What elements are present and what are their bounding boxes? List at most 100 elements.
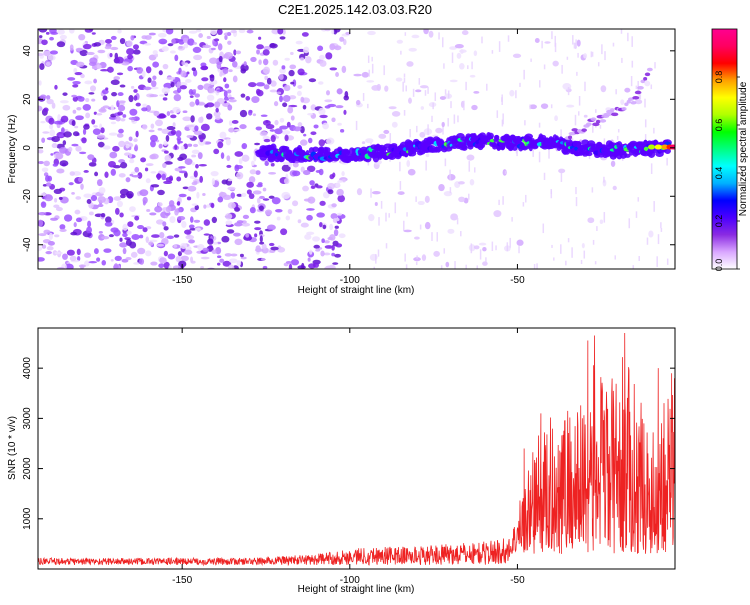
heatmap-noise-cell — [180, 145, 185, 151]
heatmap-noise-cell — [88, 211, 94, 216]
heatmap-noise-cell — [49, 129, 56, 137]
heatmap-noise-cell — [361, 71, 370, 78]
heatmap-noise-cell — [460, 49, 464, 54]
heatmap-noise-cell — [221, 235, 230, 243]
heatmap-noise-cell — [113, 263, 119, 269]
heatmap-noise-cell — [217, 141, 224, 149]
heatmap-streak-cell — [603, 212, 606, 223]
heatmap-noise-cell — [254, 227, 262, 231]
heatmap-noise-cell — [367, 30, 376, 36]
heatmap-noise-cell — [331, 117, 336, 123]
heatmap-noise-cell — [85, 97, 90, 103]
heatmap-noise-cell — [340, 129, 345, 133]
heatmap-noise-cell — [149, 94, 159, 98]
heatmap-noise-cell — [447, 228, 455, 234]
heatmap-noise-cell — [461, 30, 469, 36]
heatmap-noise-cell — [61, 127, 65, 134]
heatmap-noise-cell — [413, 236, 420, 240]
heatmap-noise-cell — [222, 260, 232, 267]
heatmap-noise-cell — [88, 260, 98, 264]
heatmap-noise-cell — [80, 73, 85, 79]
heatmap-streak-cell — [550, 104, 553, 109]
heatmap-streak-cell — [378, 217, 380, 226]
heatmap-noise-cell — [150, 134, 158, 142]
heatmap-noise-cell — [224, 83, 230, 89]
heatmap-noise-cell — [46, 95, 51, 101]
heatmap-noise-cell — [110, 104, 115, 111]
heatmap-noise-cell — [256, 184, 263, 188]
heatmap-noise-cell — [114, 255, 122, 262]
heatmap-streak-cell — [400, 50, 402, 55]
heatmap-noise-cell — [217, 43, 223, 51]
heatmap-noise-cell — [319, 114, 328, 119]
heatmap-noise-cell — [445, 261, 450, 268]
heatmap-noise-cell — [150, 140, 156, 148]
heatmap-noise-cell — [84, 252, 92, 258]
heatmap-noise-cell — [122, 232, 128, 238]
heatmap-streak-cell — [631, 36, 633, 47]
colorbar: 0.0 0.2 0.4 0.6 0.8 Normalized spectral ampl… — [711, 28, 749, 272]
heatmap-noise-cell — [296, 90, 302, 96]
heatmap-noise-cell — [228, 258, 238, 264]
heatmap-streak-cell — [638, 256, 640, 262]
heatmap-noise-cell — [249, 169, 257, 175]
heatmap-noise-cell — [191, 67, 196, 71]
heatmap-noise-cell — [109, 53, 113, 58]
heatmap-streak-cell — [485, 257, 487, 263]
heatmap-noise-cell — [183, 249, 193, 255]
heatmap-streak-cell — [603, 138, 606, 148]
heatmap-noise-cell — [554, 115, 558, 122]
heatmap-noise-cell — [163, 180, 173, 185]
heatmap-noise-cell — [303, 133, 307, 137]
heatmap-noise-cell — [188, 30, 198, 34]
heatmap-noise-cell — [227, 89, 232, 94]
heatmap-noise-cell — [576, 39, 581, 47]
heatmap-noise-cell — [469, 179, 475, 186]
heatmap-streak-cell — [654, 62, 656, 69]
heatmap-noise-cell — [264, 160, 269, 167]
heatmap-noise-cell — [120, 194, 126, 199]
heatmap-noise-cell — [64, 263, 74, 269]
heatmap-noise-cell — [313, 244, 320, 249]
heatmap-noise-cell — [318, 107, 326, 116]
heatmap-noise-cell — [130, 171, 136, 175]
heatmap-noise-cell — [482, 261, 488, 266]
heatmap-noise-cell — [227, 40, 232, 45]
heatmap-noise-cell — [331, 203, 337, 208]
heatmap-streak-cell — [370, 188, 372, 198]
heatmap-noise-cell — [111, 91, 118, 97]
heatmap-noise-cell — [142, 124, 148, 130]
heatmap-noise-cell — [306, 165, 316, 173]
heatmap-noise-cell — [45, 31, 50, 35]
heatmap-noise-cell — [254, 233, 258, 238]
heatmap-streak-cell — [621, 57, 623, 63]
heatmap-streak-cell — [612, 42, 615, 47]
heatmap-noise-cell — [100, 69, 109, 72]
heatmap-noise-cell — [133, 89, 138, 93]
heatmap-noise-cell — [285, 260, 292, 264]
heatmap-streak-cell — [560, 171, 563, 182]
heatmap-noise-cell — [411, 34, 420, 39]
heatmap-noise-cell — [210, 29, 218, 35]
colorbar-tick-label: 0.0 — [714, 259, 724, 272]
heatmap-noise-cell — [119, 37, 126, 45]
heatmap-noise-cell — [165, 135, 170, 142]
heatmap-noise-cell — [194, 204, 199, 211]
heatmap-noise-cell — [175, 130, 182, 138]
heatmap-noise-cell — [248, 176, 256, 184]
heatmap-noise-cell — [365, 138, 374, 144]
heatmap-noise-cell — [69, 44, 74, 51]
heatmap-noise-cell — [279, 125, 289, 130]
heatmap-signal-cell — [324, 147, 331, 153]
heatmap-noise-cell — [142, 227, 148, 233]
heatmap-streak-cell — [532, 149, 534, 157]
heatmap-streak-cell — [533, 264, 536, 269]
heatmap-streak-cell — [604, 51, 606, 61]
heatmap-noise-cell — [91, 98, 96, 102]
heatmap-noise-cell — [190, 260, 196, 264]
heatmap-noise-cell — [322, 122, 329, 130]
heatmap-noise-cell — [158, 263, 165, 269]
heatmap-noise-cell — [104, 221, 113, 227]
heatmap-noise-cell — [221, 179, 228, 185]
heatmap-noise-cell — [187, 38, 195, 46]
